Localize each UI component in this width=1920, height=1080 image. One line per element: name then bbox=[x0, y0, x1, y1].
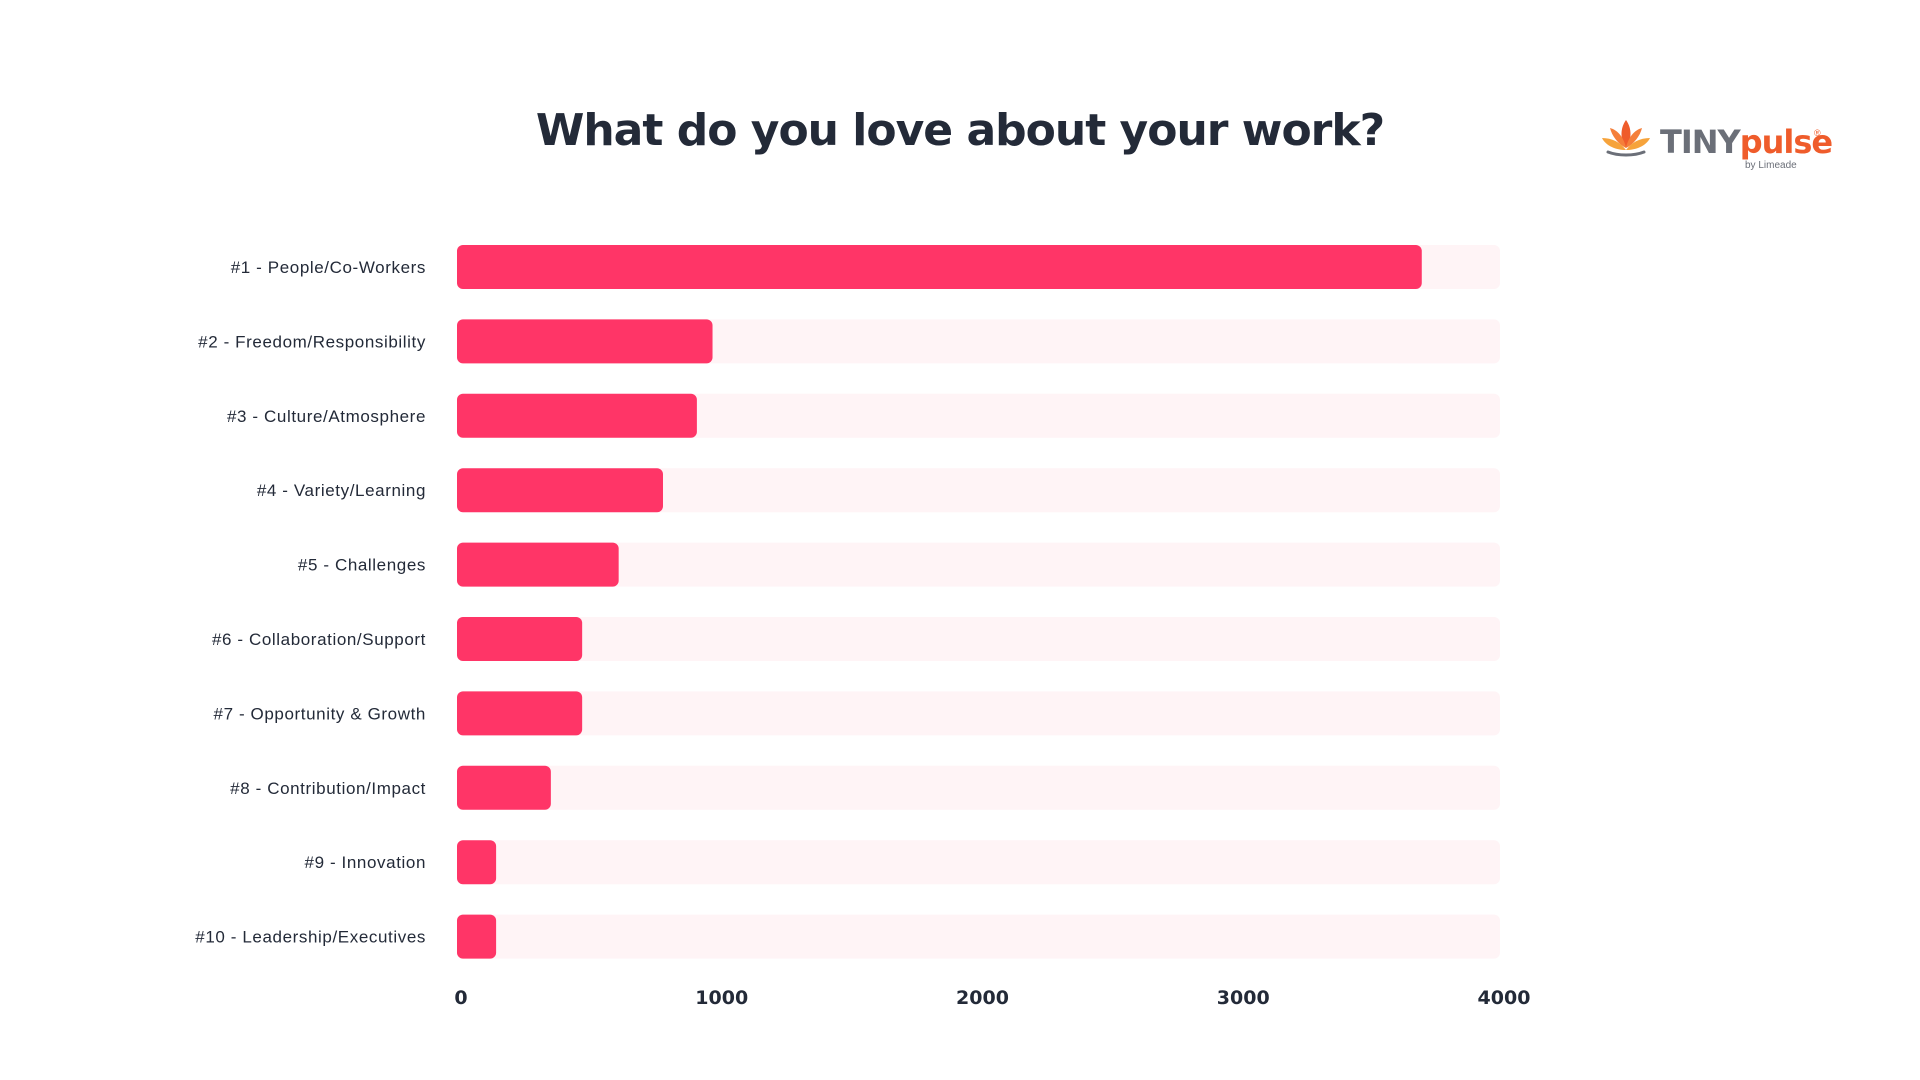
category-label: #2 - Freedom/Responsibility bbox=[198, 332, 426, 351]
bar-track bbox=[457, 914, 1500, 959]
bar-track bbox=[457, 542, 1500, 587]
bar bbox=[457, 691, 583, 736]
logo-word-tiny: TINY bbox=[1660, 123, 1741, 161]
bar bbox=[457, 914, 497, 959]
category-label: #6 - Collaboration/Support bbox=[212, 630, 426, 649]
category-label: #10 - Leadership/Executives bbox=[195, 928, 426, 947]
lotus-icon bbox=[1602, 120, 1650, 157]
bar-track bbox=[457, 617, 1500, 661]
bar bbox=[457, 468, 663, 513]
x-tick-label: 3000 bbox=[1217, 987, 1270, 1009]
category-label: #9 - Innovation bbox=[305, 853, 426, 872]
category-label: #4 - Variety/Learning bbox=[257, 481, 426, 500]
category-label: #3 - Culture/Atmosphere bbox=[227, 407, 426, 426]
logo-registered-mark: ® bbox=[1814, 128, 1821, 138]
bar-track bbox=[457, 319, 1500, 364]
bar-track bbox=[457, 840, 1500, 885]
bar bbox=[457, 319, 713, 364]
category-label: #7 - Opportunity & Growth bbox=[214, 704, 426, 723]
bar-track bbox=[457, 468, 1500, 513]
category-label: #5 - Challenges bbox=[298, 556, 426, 575]
bar-track bbox=[457, 691, 1500, 736]
bar bbox=[457, 765, 551, 810]
x-tick-label: 2000 bbox=[956, 987, 1009, 1009]
x-tick-label: 4000 bbox=[1478, 987, 1531, 1009]
bar bbox=[457, 245, 1422, 289]
category-label: #8 - Contribution/Impact bbox=[230, 779, 426, 798]
bar bbox=[457, 393, 697, 438]
logo-wordmark: TINYpulse bbox=[1660, 122, 1833, 162]
chart-title: What do you love about your work? bbox=[535, 105, 1385, 156]
bar bbox=[457, 542, 619, 587]
bar bbox=[457, 840, 497, 885]
logo-word-pulse: pulse bbox=[1739, 123, 1833, 161]
logo-byline: by Limeade bbox=[1745, 160, 1797, 171]
bar-track bbox=[457, 765, 1500, 810]
tinypulse-logo: TINYpulse ® by Limeade bbox=[1600, 120, 1833, 182]
bar bbox=[457, 617, 583, 661]
bar-track bbox=[457, 393, 1500, 438]
category-label: #1 - People/Co-Workers bbox=[231, 258, 426, 277]
x-tick-label: 1000 bbox=[695, 987, 748, 1009]
x-tick-label: 0 bbox=[454, 987, 467, 1009]
